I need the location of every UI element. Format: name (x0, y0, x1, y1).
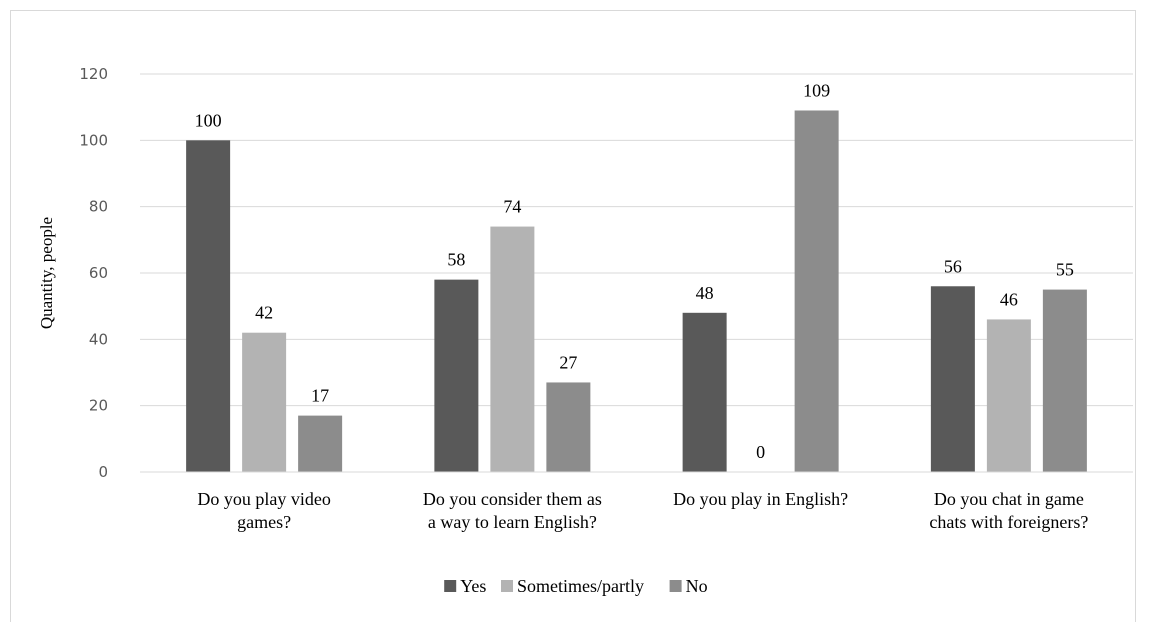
bar (242, 332, 287, 472)
legend-swatch (444, 580, 457, 592)
category-label: Do you chat in game (934, 489, 1084, 509)
y-tick-label: 120 (79, 65, 108, 83)
y-tick-label: 0 (98, 463, 108, 481)
bar (682, 312, 727, 472)
category-label: games? (237, 512, 291, 532)
data-label: 109 (803, 80, 830, 100)
y-axis-label: Quantity, people (37, 217, 56, 329)
data-label: 46 (1000, 289, 1018, 309)
y-tick-label: 40 (89, 330, 108, 348)
y-axis-ticks: 0 20 40 60 80 100 120 (79, 65, 108, 481)
data-label: 0 (756, 442, 765, 462)
bar (1042, 289, 1087, 472)
bars (186, 110, 1087, 473)
data-label: 42 (255, 303, 273, 323)
data-label: 56 (944, 256, 962, 276)
legend-label: Sometimes/partly (517, 576, 644, 596)
legend-swatch (501, 580, 513, 592)
data-label: 27 (559, 352, 577, 372)
category-label: Do you play video (197, 489, 330, 509)
bar (298, 415, 343, 472)
gridlines (140, 73, 1133, 407)
data-label: 100 (195, 110, 222, 130)
data-label: 17 (311, 386, 329, 406)
category-label: Do you play in English? (673, 489, 848, 509)
legend-swatch (669, 580, 682, 592)
category-label: Do you consider them as (423, 489, 602, 509)
bar (986, 319, 1031, 472)
data-label: 74 (503, 197, 521, 217)
data-label: 55 (1056, 260, 1074, 280)
data-label: 48 (696, 283, 714, 303)
bar (186, 140, 231, 473)
y-tick-label: 100 (79, 131, 108, 149)
bar (546, 382, 591, 472)
category-label: a way to learn English? (428, 512, 597, 532)
bar (930, 286, 975, 472)
category-label: chats with foreigners? (929, 512, 1088, 532)
bar (434, 279, 479, 472)
data-labels: 100 42 17 58 74 27 48 0 109 56 46 55 (195, 80, 1074, 462)
legend-label: Yes (460, 576, 486, 596)
y-tick-label: 60 (89, 264, 108, 282)
category-labels: Do you play video games? Do you consider t… (197, 489, 1088, 532)
bar (490, 226, 535, 472)
data-label: 58 (447, 250, 465, 270)
y-tick-label: 20 (89, 397, 108, 415)
legend-label: No (686, 576, 708, 596)
y-tick-label: 80 (89, 198, 108, 216)
bar (794, 110, 839, 472)
legend: Yes Sometimes/partly No (444, 576, 708, 596)
